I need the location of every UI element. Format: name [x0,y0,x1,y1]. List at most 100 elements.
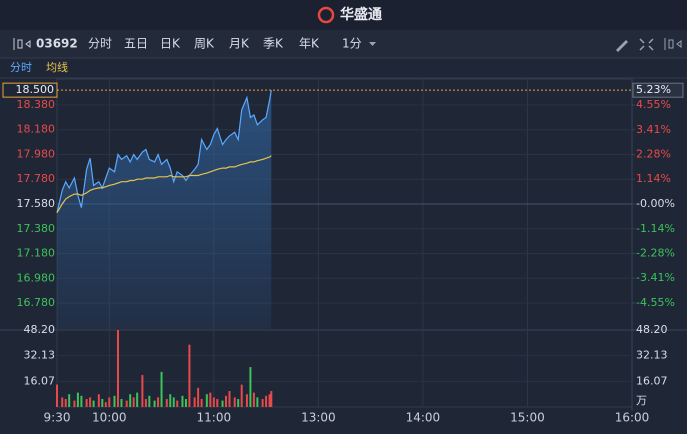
logo-icon [317,6,335,24]
volume-bar [165,399,168,407]
y2-tick-label: -3.41% [636,271,675,284]
current-price: 18.500 [16,83,55,96]
chart: 9:30 10:00 11:00 13:00 14:00 15:00 16:00 18.380… [0,78,687,425]
y-tick-label: 18.180 [17,123,56,136]
y2-tick-label: -0.00% [636,197,675,210]
tab[interactable]: 五日 [124,37,148,51]
current-change-box [632,82,684,98]
volume-bar [104,402,107,407]
expand-icon[interactable] [664,38,682,50]
legend-entry: 分时 [10,61,32,74]
volume-bar [101,399,104,407]
volume-bar [265,395,268,407]
volume-bar [221,400,224,407]
y2-tick-label: 4.55% [636,98,671,111]
legend: 分时 均线 [10,60,68,74]
volume-bar [92,400,95,407]
volume-bar [261,399,264,407]
title-bar [0,0,687,30]
toolbar [0,30,687,58]
x-tick-label: 9:30 [44,411,71,425]
legend-entry: 均线 [46,60,68,74]
volume-bar [169,394,172,407]
volume-bar [132,397,135,407]
volume-bar [200,399,203,407]
y-tick-label: 17.980 [17,147,56,160]
current-price-box [2,82,58,98]
volume-bar [73,400,76,407]
volume-bar [116,330,119,407]
y-tick-label: 17.380 [17,222,56,235]
volume-bar [89,397,92,407]
volume-bar [188,344,191,407]
volume-bar [249,367,252,407]
volume-bar [120,399,123,407]
tab[interactable]: 日K [160,37,181,51]
volume-bar [157,397,160,407]
tab[interactable]: 分时 [88,37,112,51]
y2-tick-label: 48.20 [636,323,668,336]
fullscreen-icon[interactable] [639,38,654,51]
volume-bar [245,394,248,407]
tab[interactable]: 年K [299,37,320,51]
collapse-icon[interactable] [13,38,31,50]
x-tick-label: 11:00 [197,411,232,425]
volume-bar [240,384,243,407]
average-line [56,155,272,214]
volume-bar [136,392,139,407]
volume-bar [56,384,58,407]
volume-bar [160,371,163,407]
x-tick-label: 15:00 [510,411,545,425]
volume-bar [270,391,273,407]
y2-tick-label: 32.13 [636,349,668,362]
y-tick-label: 17.580 [17,197,56,210]
price-area [57,90,272,329]
volume-bar [64,399,67,407]
logo-text: 华盛通 [340,6,382,23]
x-tick-label: 10:00 [92,411,127,425]
x-tick-label: 16:00 [615,411,650,425]
y-tick-label: 16.780 [17,296,56,309]
y-tick-label: 16.07 [24,374,56,387]
volume-bar [129,394,132,407]
y2-tick-label: 16.07 [636,374,668,387]
y2-tick-label: -2.28% [636,247,675,260]
current-change: 5.23% [636,83,671,96]
y2-tick-label: 3.41% [636,123,671,136]
volume-bar [153,400,156,407]
dropdown-arrow[interactable] [369,42,376,46]
volume-bar [85,399,88,407]
volume-bar [80,395,83,407]
tab[interactable]: 周K [194,37,215,51]
stock-code: 03692 [36,37,78,51]
y2-tick-label: -1.14% [636,222,675,235]
volume-bar [108,397,111,407]
volume-bar [61,397,64,407]
volume-bar [184,399,187,407]
volume-bar [237,399,240,407]
interval[interactable]: 1分 [342,37,362,51]
volume-bar [144,399,147,407]
y-tick-label: 48.20 [24,323,56,336]
volume-bar [148,395,151,407]
volume-bar [113,395,116,407]
tab[interactable]: 季K [263,37,284,51]
volume-bar [212,397,215,407]
volume-bar [209,392,212,407]
x-tick-label: 13:00 [301,411,336,425]
volume-bar [268,394,271,407]
y-tick-label: 32.13 [24,349,56,362]
volume-unit: 万 [636,394,647,407]
volume-bar [256,397,259,407]
draw-icon[interactable] [616,40,628,52]
y-tick-label: 16.980 [17,271,56,284]
volume-bar [125,400,128,407]
y-tick-label: 17.180 [17,247,56,260]
volume-bar [172,397,175,407]
tab[interactable]: 月K [229,37,250,51]
y-tick-label: 18.380 [17,98,56,111]
volume-bar [193,397,196,407]
y2-tick-label: 2.28% [636,147,671,160]
volume-bar [205,394,208,407]
